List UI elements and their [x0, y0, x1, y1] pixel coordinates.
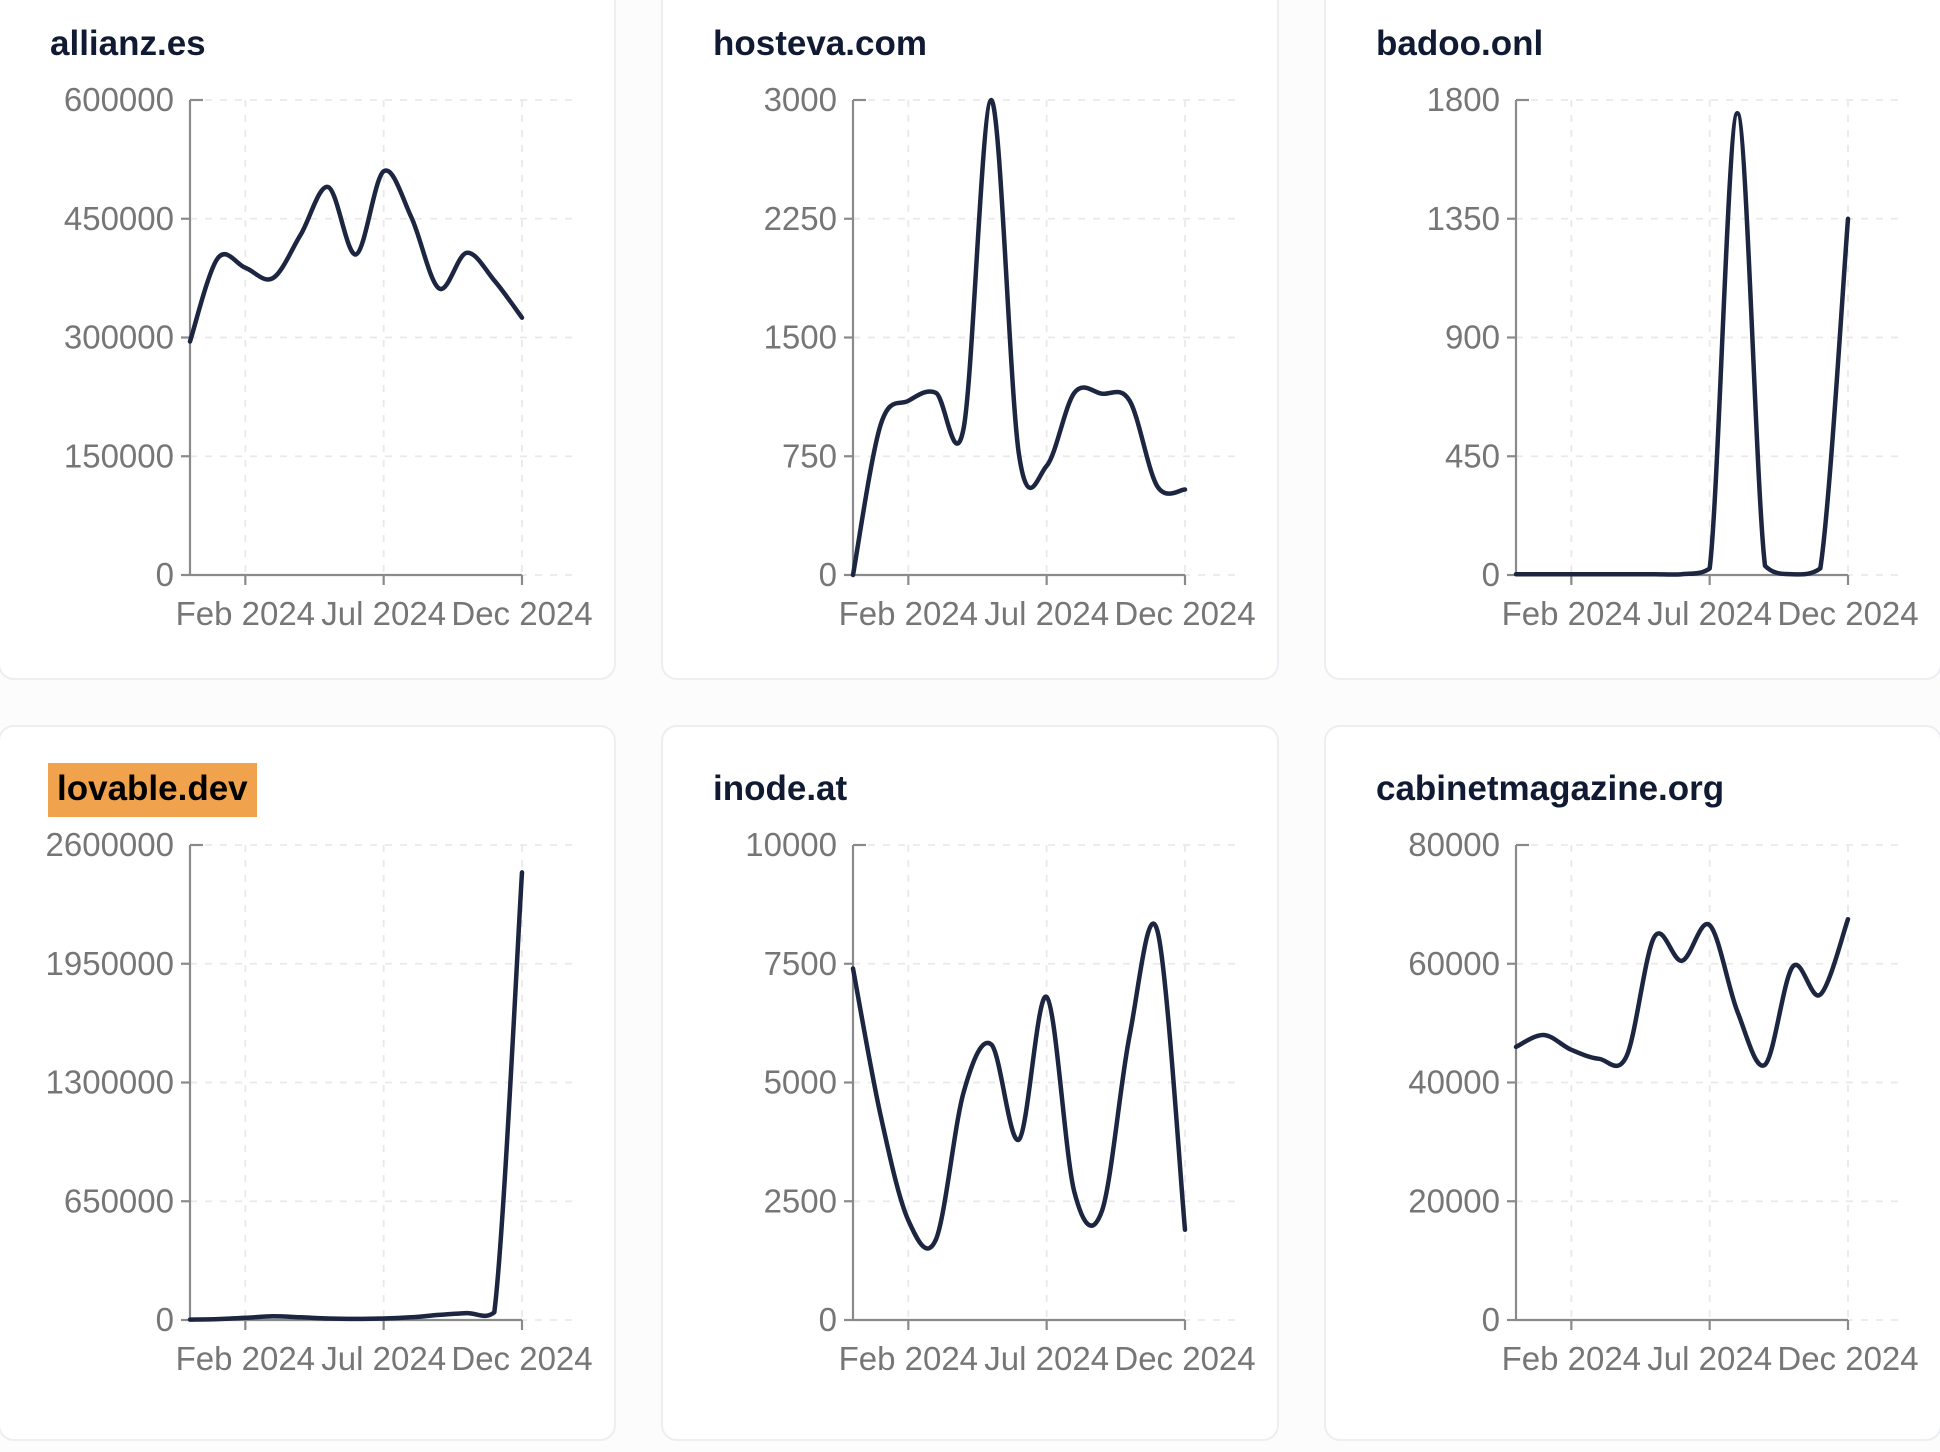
y-tick-label: 10000	[745, 826, 837, 863]
x-tick-label: Feb 2024	[176, 1340, 315, 1377]
chart-title-text: badoo.onl	[1376, 24, 1544, 63]
y-tick-label: 2500	[764, 1182, 837, 1219]
x-tick-label: Feb 2024	[1502, 595, 1641, 632]
x-tick-label: Jul 2024	[1647, 595, 1772, 632]
y-tick-label: 1350	[1427, 200, 1500, 237]
line-chart-svg: 0 450 900 1350 1800 Feb 2024 Jul 2024 Dec 2024	[1427, 81, 1919, 632]
chart-title-text: hosteva.com	[713, 24, 927, 63]
y-tick-label: 1300000	[46, 1063, 174, 1100]
y-tick-label: 5000	[764, 1063, 837, 1100]
chart-title: badoo.onl	[1376, 22, 1922, 66]
chart-title-text: allianz.es	[50, 24, 206, 63]
y-tick-label: 0	[819, 556, 837, 593]
y-tick-label: 80000	[1408, 826, 1500, 863]
y-tick-label: 3000	[764, 81, 837, 118]
y-tick-label: 1950000	[46, 945, 174, 982]
chart-title-text: lovable.dev	[48, 763, 257, 817]
chart-area: 0 750 1500 2250 3000 Feb 2024 Jul 2024 Dec 2024	[685, 72, 1259, 656]
chart-area: 0 20000 40000 60000 80000 Feb 2024 Jul 2024 Dec…	[1348, 817, 1922, 1401]
x-tick-label: Jul 2024	[321, 595, 446, 632]
chart-title: inode.at	[713, 767, 1259, 811]
y-tick-label: 300000	[64, 318, 174, 355]
y-tick-label: 2600000	[46, 826, 174, 863]
x-tick-label: Jul 2024	[321, 1340, 446, 1377]
chart-area: 0 450 900 1350 1800 Feb 2024 Jul 2024 Dec 2024	[1348, 72, 1922, 656]
x-tick-label: Dec 2024	[1114, 1340, 1255, 1377]
data-line	[1513, 110, 1851, 577]
chart-card-inode.at: inode.at 0 2500 5000 7500 10000 Feb 2024 Jul 2…	[661, 725, 1279, 1441]
y-tick-label: 0	[819, 1301, 837, 1338]
chart-card-badoo.onl: badoo.onl 0 450 900 1350 1800 Feb 2024 Jul 202…	[1324, 0, 1940, 680]
x-tick-label: Jul 2024	[984, 1340, 1109, 1377]
chart-title: lovable.dev	[48, 763, 596, 817]
y-tick-label: 0	[156, 1301, 174, 1338]
data-line	[187, 168, 525, 344]
y-tick-label: 0	[156, 556, 174, 593]
chart-card-lovable.dev: lovable.dev 0 650000 1300000 1950000 2600000…	[0, 725, 616, 1441]
x-tick-label: Jul 2024	[984, 595, 1109, 632]
chart-card-hosteva.com: hosteva.com 0 750 1500 2250 3000 Feb 2024 Jul …	[661, 0, 1279, 680]
line-chart-svg: 0 650000 1300000 1950000 2600000 Feb 2024 Jul …	[46, 826, 593, 1377]
y-tick-label: 1800	[1427, 81, 1500, 118]
chart-area: 0 150000 300000 450000 600000 Feb 2024 Jul 202…	[22, 72, 596, 656]
y-tick-label: 750	[782, 437, 837, 474]
line-chart-svg: 0 2500 5000 7500 10000 Feb 2024 Jul 2024 Dec 20…	[745, 826, 1255, 1377]
x-tick-label: Dec 2024	[451, 595, 592, 632]
y-tick-label: 0	[1482, 1301, 1500, 1338]
y-tick-label: 1500	[764, 318, 837, 355]
chart-area: 0 2500 5000 7500 10000 Feb 2024 Jul 2024 Dec 20…	[685, 817, 1259, 1401]
line-chart-svg: 0 150000 300000 450000 600000 Feb 2024 Jul 202…	[64, 81, 593, 632]
y-tick-label: 150000	[64, 437, 174, 474]
y-tick-label: 7500	[764, 945, 837, 982]
y-tick-label: 2250	[764, 200, 837, 237]
y-tick-label: 450000	[64, 200, 174, 237]
y-tick-label: 60000	[1408, 945, 1500, 982]
y-tick-label: 20000	[1408, 1182, 1500, 1219]
chart-title: hosteva.com	[713, 22, 1259, 66]
x-tick-label: Feb 2024	[839, 595, 978, 632]
y-tick-label: 900	[1445, 318, 1500, 355]
chart-title: allianz.es	[50, 22, 596, 66]
y-tick-label: 40000	[1408, 1063, 1500, 1100]
line-chart-svg: 0 750 1500 2250 3000 Feb 2024 Jul 2024 Dec 2024	[764, 81, 1256, 632]
y-tick-label: 650000	[64, 1182, 174, 1219]
x-tick-label: Feb 2024	[176, 595, 315, 632]
x-tick-label: Dec 2024	[451, 1340, 592, 1377]
x-tick-label: Dec 2024	[1114, 595, 1255, 632]
data-line	[1513, 916, 1851, 1068]
chart-card-allianz.es: allianz.es 0 150000 300000 450000 600000 Feb …	[0, 0, 616, 680]
chart-title: cabinetmagazine.org	[1376, 767, 1922, 811]
chart-card-cabinetmagazine.org: cabinetmagazine.org 0 20000 40000 60000 8000…	[1324, 725, 1940, 1441]
data-line	[850, 921, 1188, 1251]
y-tick-label: 450	[1445, 437, 1500, 474]
data-line	[850, 97, 1188, 577]
chart-title-text: inode.at	[713, 769, 848, 808]
chart-area: 0 650000 1300000 1950000 2600000 Feb 2024 Jul …	[22, 817, 596, 1401]
data-line	[187, 869, 525, 1322]
y-tick-label: 600000	[64, 81, 174, 118]
chart-title-text: cabinetmagazine.org	[1376, 769, 1725, 808]
x-tick-label: Dec 2024	[1777, 1340, 1918, 1377]
line-chart-svg: 0 20000 40000 60000 80000 Feb 2024 Jul 2024 Dec…	[1408, 826, 1918, 1377]
y-tick-label: 0	[1482, 556, 1500, 593]
x-tick-label: Jul 2024	[1647, 1340, 1772, 1377]
x-tick-label: Dec 2024	[1777, 595, 1918, 632]
x-tick-label: Feb 2024	[1502, 1340, 1641, 1377]
x-tick-label: Feb 2024	[839, 1340, 978, 1377]
